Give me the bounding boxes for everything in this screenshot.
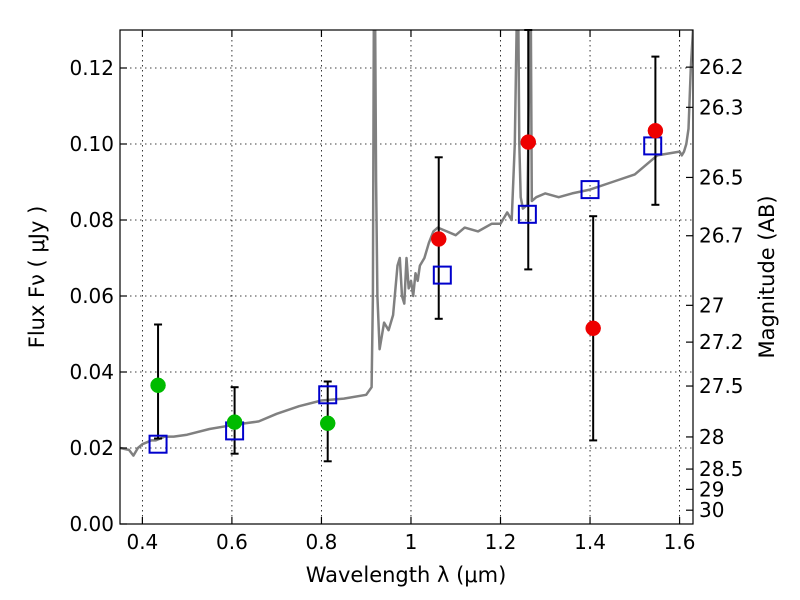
magnitude-tick-label: 26.2 bbox=[699, 55, 744, 79]
model-spectrum-line bbox=[120, 30, 693, 457]
magnitude-tick-label: 26.3 bbox=[699, 95, 744, 119]
magnitude-tick-label: 26.7 bbox=[699, 224, 744, 248]
model-band-square-marker bbox=[517, 204, 537, 224]
magnitude-tick-label: 29 bbox=[699, 477, 724, 501]
observed-flux-point bbox=[647, 122, 664, 139]
y-tick-label: 0.08 bbox=[69, 208, 114, 232]
plot-frame bbox=[119, 29, 694, 525]
y-tick-label: 0.02 bbox=[69, 436, 114, 460]
magnitude-tick-label: 28 bbox=[699, 425, 724, 449]
ticks: 0.4 0.6 0.8 1 1.2 1.4 1.6 0.00 0.02 0.04 0.06 0.08 0… bbox=[69, 30, 744, 554]
x-tick-label: 1.4 bbox=[574, 530, 606, 554]
model-band-square-marker bbox=[580, 180, 600, 200]
y-tick-label: 0.04 bbox=[69, 360, 114, 384]
magnitude-tick-label: 26.5 bbox=[699, 165, 744, 189]
x-tick-label: 1.6 bbox=[664, 530, 696, 554]
observed-flux-point bbox=[585, 320, 601, 337]
observed-flux-point bbox=[319, 415, 336, 432]
model-band-square-marker bbox=[432, 265, 452, 285]
x-tick-label: 1.2 bbox=[485, 530, 517, 554]
magnitude-tick-label: 27 bbox=[699, 293, 724, 317]
x-tick-label: 0.8 bbox=[306, 530, 338, 554]
magnitude-tick-label: 30 bbox=[699, 498, 724, 522]
y-tick-label: 0.10 bbox=[69, 132, 114, 156]
observed-flux-point bbox=[520, 134, 537, 150]
magnitude-tick-label: 28.5 bbox=[699, 457, 744, 481]
model-band-square-marker bbox=[318, 385, 338, 405]
y-axis-label: Flux Fν ( μJy ) bbox=[25, 206, 49, 349]
y-tick-label: 0.12 bbox=[69, 56, 114, 80]
spectrum-layer bbox=[120, 30, 693, 457]
data-markers bbox=[148, 122, 664, 454]
right-axis-label: Magnitude (AB) bbox=[755, 195, 779, 358]
x-tick-label: 1 bbox=[405, 530, 418, 554]
model-band-square-marker bbox=[148, 434, 168, 454]
observed-flux-point bbox=[226, 414, 243, 430]
observed-flux-point bbox=[150, 377, 166, 394]
magnitude-tick-label: 27.5 bbox=[699, 374, 744, 398]
magnitude-tick-label: 27.2 bbox=[699, 330, 744, 354]
observed-flux-point bbox=[430, 231, 447, 247]
y-tick-label: 0.06 bbox=[69, 284, 114, 308]
x-tick-label: 0.6 bbox=[216, 530, 248, 554]
y-tick-label: 0.00 bbox=[69, 512, 114, 536]
x-tick-label: 0.4 bbox=[126, 530, 158, 554]
x-axis-label: Wavelength λ (μm) bbox=[306, 563, 507, 587]
